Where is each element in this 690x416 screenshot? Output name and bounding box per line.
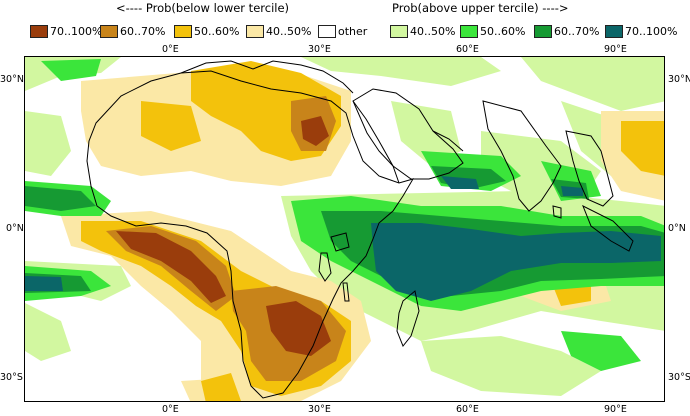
lat-label-left-30n: 30°N xyxy=(0,74,24,85)
coastline-persian-gulf xyxy=(432,130,464,152)
coastline-sri-lanka xyxy=(552,205,562,219)
lon-label-bottom-30e: 30°E xyxy=(308,404,331,415)
legend-item-above-60-70: 60..70% xyxy=(534,24,599,38)
legend-item-below-70-100: 70..100% xyxy=(30,24,102,38)
lon-label-bottom-0e: 0°E xyxy=(162,404,179,415)
legend-item-below-40-50: 40..50% xyxy=(246,24,311,38)
legend-swatch xyxy=(534,24,552,38)
above-tercile-title: Prob(above upper tercile) ----> xyxy=(392,1,569,15)
legend-swatch xyxy=(460,24,478,38)
legend-item-below-60-70: 60..70% xyxy=(100,24,165,38)
lakes xyxy=(318,232,350,302)
legend-swatch xyxy=(246,24,264,38)
lat-label-right-30n: 30°N xyxy=(668,74,690,85)
lon-label-top-90e: 90°E xyxy=(604,44,627,55)
lon-label-top-60e: 60°E xyxy=(456,44,479,55)
legend-swatch xyxy=(30,24,48,38)
lat-label-left-30s: 30°S xyxy=(0,372,23,383)
legend-swatch xyxy=(318,24,336,38)
lon-label-bottom-60e: 60°E xyxy=(456,404,479,415)
lat-label-right-0n: 0°N xyxy=(668,223,686,234)
coastline-madagascar xyxy=(396,290,420,347)
legend-item-other: other xyxy=(318,24,367,38)
probability-map xyxy=(24,56,665,402)
coastline-mediterranean xyxy=(180,60,354,94)
coastline-india xyxy=(482,100,562,212)
legend-swatch xyxy=(100,24,118,38)
coastline-arabia xyxy=(352,88,464,180)
coastline-red-sea xyxy=(352,100,400,184)
lat-label-left-0n: 0°N xyxy=(6,223,24,234)
legend-item-above-70-100: 70..100% xyxy=(605,24,677,38)
coastline-sumatra xyxy=(582,204,634,252)
lake-tanganyika xyxy=(318,252,332,282)
lake-malawi xyxy=(342,282,350,302)
legend-item-below-50-60: 50..60% xyxy=(174,24,239,38)
coastline-southeast-asia xyxy=(565,130,614,207)
lon-label-bottom-90e: 90°E xyxy=(604,404,627,415)
lat-label-right-30s: 30°S xyxy=(668,372,690,383)
lon-label-top-0e: 0°E xyxy=(162,44,179,55)
below-tercile-title: <---- Prob(below lower tercile) xyxy=(116,1,290,15)
legend-swatch xyxy=(390,24,408,38)
above-70-100-regions xyxy=(25,176,661,301)
legend-item-above-50-60: 50..60% xyxy=(460,24,525,38)
coastline-africa xyxy=(86,70,415,399)
lon-label-top-30e: 30°E xyxy=(308,44,331,55)
coastlines xyxy=(86,60,634,399)
legend-swatch xyxy=(605,24,623,38)
legend-swatch xyxy=(174,24,192,38)
legend-item-above-40-50: 40..50% xyxy=(390,24,455,38)
lake-victoria xyxy=(330,232,350,252)
